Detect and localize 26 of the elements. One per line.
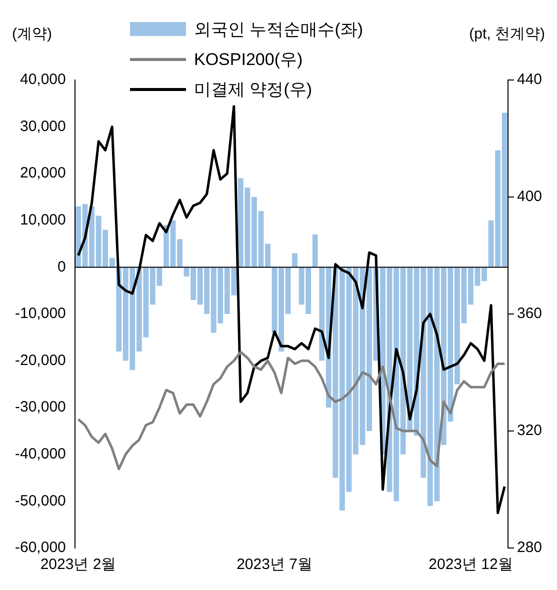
y-tick-label: -20,000 bbox=[15, 352, 66, 369]
y-tick-label: 0 bbox=[58, 258, 66, 276]
y2-tick-label: 320 bbox=[516, 422, 542, 440]
y-tick-label: -40,000 bbox=[15, 446, 66, 463]
x-tick-label: 2023년 12월 bbox=[428, 556, 513, 574]
y-tick-label: -30,000 bbox=[15, 398, 66, 416]
y-tick-label: -60,000 bbox=[15, 539, 66, 556]
legend-label: KOSPI200(우) bbox=[194, 48, 303, 70]
legend-label: 미결제 약정(우) bbox=[194, 78, 312, 100]
y2-tick-label: 360 bbox=[516, 305, 542, 322]
legend-label: 외국인 누적순매수(좌) bbox=[194, 18, 364, 40]
y-tick-label: -10,000 bbox=[15, 305, 66, 322]
y-tick-label: 10,000 bbox=[20, 212, 66, 229]
y2-tick-label: 280 bbox=[516, 539, 542, 556]
y-tick-label: 40,000 bbox=[20, 71, 66, 88]
bar bbox=[292, 253, 298, 268]
y-tick-label: 30,000 bbox=[20, 118, 66, 135]
x-tick-label: 2023년 2월 bbox=[40, 556, 116, 574]
y2-axis-title: (pt, 천계약) bbox=[469, 26, 545, 43]
bar bbox=[312, 234, 318, 268]
x-tick-label: 2023년 7월 bbox=[236, 556, 312, 574]
y-tick-label: -50,000 bbox=[15, 492, 66, 510]
y2-tick-label: 440 bbox=[516, 71, 542, 88]
y-axis-title: (계약) bbox=[12, 26, 52, 43]
y2-tick-label: 400 bbox=[516, 188, 542, 206]
y-tick-label: 20,000 bbox=[20, 164, 66, 182]
